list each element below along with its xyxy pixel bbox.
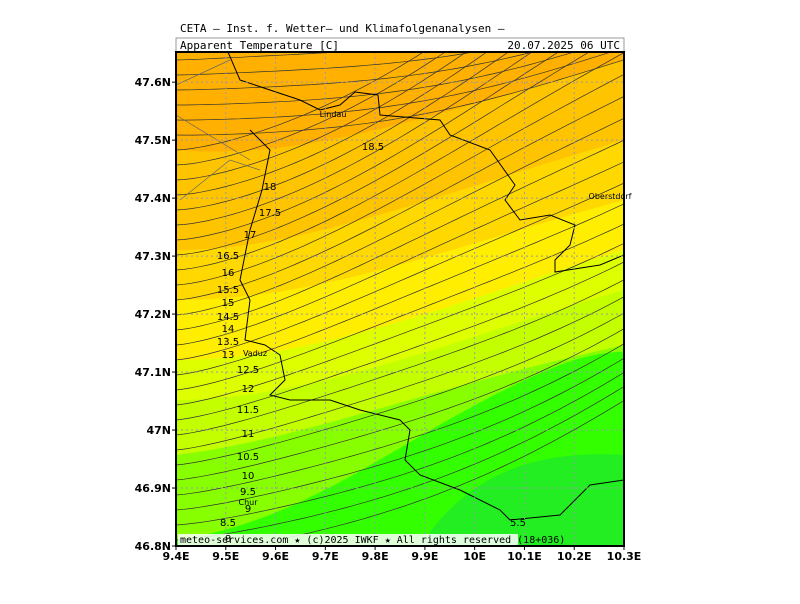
x-tick-label: 9.4E: [162, 550, 189, 563]
contour-line: [176, 74, 624, 286]
band: [420, 454, 624, 546]
x-tick-label: 10.2E: [557, 550, 592, 563]
border: [239, 129, 624, 521]
contour-line: [176, 279, 624, 436]
contour-line: [176, 52, 612, 121]
contour-line: [176, 117, 624, 316]
x-tick-label: 9.5E: [212, 550, 239, 563]
contour-line: [176, 52, 467, 181]
x-tick-label: 10.1E: [507, 550, 542, 563]
contour-line: [176, 203, 624, 376]
contour-label: 13.5: [217, 337, 239, 348]
map-area: [176, 52, 624, 546]
y-tick-label: 47.3N: [135, 250, 171, 263]
y-tick-label: 46.9N: [135, 482, 171, 495]
contour-label: 17: [244, 230, 257, 241]
contour-line: [176, 372, 624, 526]
header: CETA — Inst. f. Wetter— und Klimafolgena…: [180, 22, 505, 35]
contour-label: 15: [222, 298, 235, 309]
contour-line: [176, 243, 624, 406]
contour-line: [176, 52, 344, 61]
contour-line: [176, 328, 624, 481]
contour-label: 8.5: [220, 518, 236, 529]
y-tick-label: 47.6N: [135, 76, 171, 89]
border: [227, 52, 624, 273]
contour-line: [176, 312, 624, 466]
contour-line: [176, 296, 624, 451]
x-tick-label: 9.9E: [411, 550, 438, 563]
y-tick-label: 47.5N: [135, 134, 171, 147]
place-label: Lindau: [320, 110, 347, 119]
contour-label: 9.5: [240, 487, 256, 498]
contour-line: [176, 52, 476, 76]
contour-label: 11.5: [237, 405, 259, 416]
x-tick-label: 9.7E: [312, 550, 339, 563]
y-tick-label: 46.8N: [135, 540, 171, 553]
footer-box: [178, 534, 518, 545]
frame: [175, 51, 625, 547]
contour-line: [176, 52, 590, 256]
contour-label: 11: [242, 429, 255, 440]
x-tick-label: 9.6E: [262, 550, 289, 563]
contour-line: [176, 52, 510, 211]
contour-label: 13: [222, 350, 235, 361]
x-tick-label: 10.3E: [607, 550, 642, 563]
contour-line: [176, 52, 533, 226]
contour-line: [176, 52, 488, 196]
y-tick-label: 47.1N: [135, 366, 171, 379]
field-name: Apparent Temperature [C]: [180, 39, 339, 52]
contour-label: 10: [242, 471, 255, 482]
contour-label: 5.5: [510, 518, 526, 529]
contour-line: [176, 52, 576, 106]
y-tick-label: 47.2N: [135, 308, 171, 321]
contour-label: 14.5: [217, 312, 239, 323]
contour-line: [176, 52, 425, 151]
contour-line: [176, 386, 624, 541]
contour-label: 18.5: [362, 142, 384, 153]
contour-label: 12: [242, 384, 255, 395]
footer: meteo-services.com ★ (c)2025 IWKF ★ All …: [180, 535, 565, 546]
contour-label: 16: [222, 268, 235, 279]
contour-line: [176, 59, 624, 136]
contour-line: [176, 357, 624, 511]
contour-line: [176, 139, 624, 331]
contour-line: [176, 261, 624, 421]
contour-label: 12.5: [237, 365, 259, 376]
place-label: Oberstdorf: [589, 192, 632, 201]
contour-label: 10.5: [237, 452, 259, 463]
contour-label: 15.5: [217, 285, 239, 296]
place-label: Vaduz: [243, 349, 267, 358]
contour-line: [176, 52, 560, 241]
contour-line: [176, 223, 624, 391]
x-tick-label: 9.8E: [362, 550, 389, 563]
coastline: [176, 59, 261, 201]
contour-line: [176, 161, 624, 346]
contour-label: 18: [264, 182, 277, 193]
contour-line: [176, 52, 446, 166]
place-label: Chur: [238, 498, 258, 507]
contour-label: 17.5: [259, 208, 281, 219]
contour-label: 16.5: [217, 251, 239, 262]
contour-label: 14: [222, 324, 235, 335]
valid-time: 20.07.2025 06 UTC: [507, 39, 620, 52]
contour-line: [176, 95, 624, 301]
contour-line: [176, 343, 624, 496]
contour-label: 8: [225, 534, 231, 545]
x-tick-label: 10E: [463, 550, 486, 563]
contour-line: [176, 52, 534, 91]
contour-line: [176, 52, 624, 271]
y-tick-label: 47N: [146, 424, 171, 437]
contour-label: 9: [245, 504, 251, 515]
y-tick-label: 47.4N: [135, 192, 171, 205]
